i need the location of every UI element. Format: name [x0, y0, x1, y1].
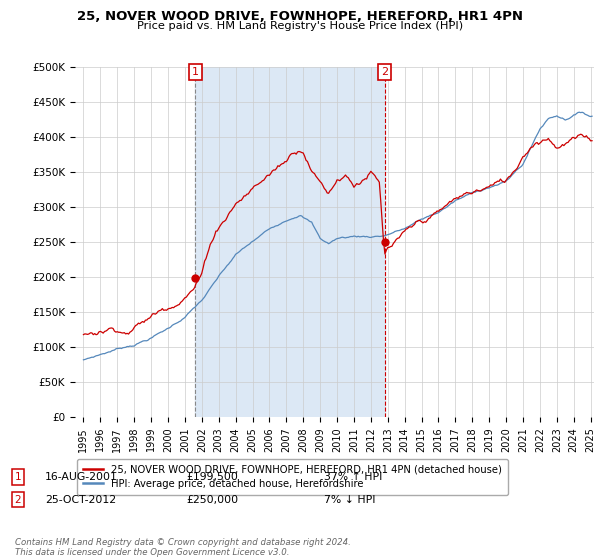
Text: 25-OCT-2012: 25-OCT-2012 [45, 494, 116, 505]
Text: 25, NOVER WOOD DRIVE, FOWNHOPE, HEREFORD, HR1 4PN: 25, NOVER WOOD DRIVE, FOWNHOPE, HEREFORD… [77, 10, 523, 22]
Text: £250,000: £250,000 [186, 494, 238, 505]
Text: Contains HM Land Registry data © Crown copyright and database right 2024.
This d: Contains HM Land Registry data © Crown c… [15, 538, 351, 557]
Bar [196, 67, 385, 417]
Text: 16-AUG-2001: 16-AUG-2001 [45, 472, 118, 482]
Text: 1: 1 [192, 67, 199, 77]
Text: 2: 2 [381, 67, 388, 77]
Text: 37% ↑ HPI: 37% ↑ HPI [324, 472, 382, 482]
Text: 7% ↓ HPI: 7% ↓ HPI [324, 494, 376, 505]
Text: 2: 2 [14, 494, 22, 505]
Text: 1: 1 [14, 472, 22, 482]
Text: £199,500: £199,500 [186, 472, 238, 482]
Legend: 25, NOVER WOOD DRIVE, FOWNHOPE, HEREFORD, HR1 4PN (detached house), HPI: Average: 25, NOVER WOOD DRIVE, FOWNHOPE, HEREFORD… [77, 459, 508, 495]
Text: Price paid vs. HM Land Registry's House Price Index (HPI): Price paid vs. HM Land Registry's House … [137, 21, 463, 31]
